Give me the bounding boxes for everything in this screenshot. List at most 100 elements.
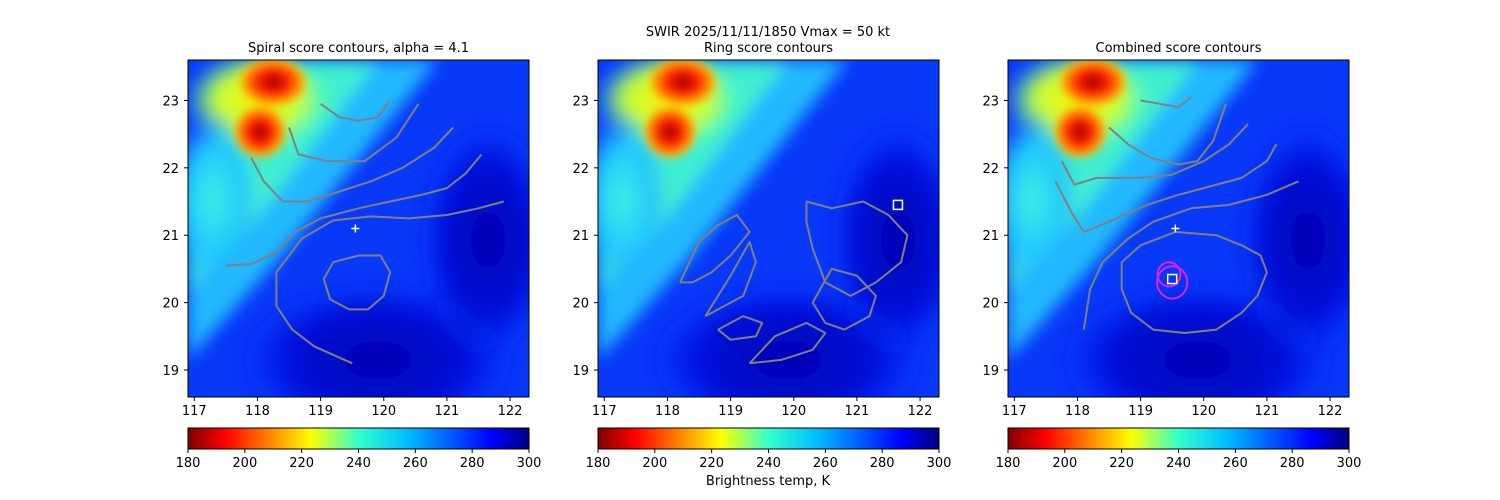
- x-tick-label: 122: [1318, 404, 1343, 419]
- x-tick-label: 119: [1128, 404, 1153, 419]
- center-square-marker: [892, 199, 904, 211]
- contour-line: [704, 241, 757, 317]
- colorbar-tick-label: 280: [1280, 456, 1305, 471]
- contour-line: [1140, 96, 1192, 109]
- plot-frame: [1007, 59, 1350, 398]
- panel-title: Combined score contours: [1096, 41, 1262, 56]
- x-tick-label: 122: [498, 404, 523, 419]
- y-tick-label: 21: [982, 229, 999, 244]
- center-plus-marker: [351, 224, 360, 233]
- contour-line: [320, 99, 391, 122]
- y-tick-label: 22: [982, 162, 999, 177]
- x-tick-label: 117: [182, 404, 207, 419]
- colorbar-tick-label: 240: [346, 456, 371, 471]
- y-tick-label: 20: [982, 297, 999, 312]
- y-tick-label: 20: [162, 297, 179, 312]
- panel-title: Spiral score contours, alpha = 4.1: [248, 41, 469, 56]
- colorbar-tick-label: 280: [460, 456, 485, 471]
- colorbar-tick-label: 300: [517, 456, 542, 471]
- x-tick-label: 118: [1065, 404, 1090, 419]
- figure-suptitle: SWIR 2025/11/11/1850 Vmax = 50 kt: [646, 25, 890, 40]
- panel-1: Spiral score contours, alpha = 4.1 117 118…: [162, 41, 542, 471]
- brightness-image: [1008, 60, 1349, 397]
- x-tick-label: 118: [655, 404, 680, 419]
- contour-line: [1082, 180, 1299, 330]
- y-tick-label: 19: [982, 364, 999, 379]
- colorbar-tick-label: 300: [1337, 456, 1362, 471]
- contour-line: [748, 321, 827, 365]
- colorbar-tick-label: 200: [642, 456, 667, 471]
- eye-ring: [1156, 261, 1182, 288]
- colorbar-tick-label: 280: [870, 456, 895, 471]
- colorbar-tick-label: 180: [176, 456, 201, 471]
- brightness-image: [598, 60, 939, 397]
- panel-3: Combined score contours 117 118 119 120 121 12…: [982, 41, 1362, 471]
- contour-line: [811, 267, 877, 331]
- colorbar-tick-label: 300: [927, 456, 952, 471]
- y-tick-label: 21: [572, 229, 589, 244]
- y-tick-label: 19: [162, 364, 179, 379]
- contour-line: [679, 214, 751, 284]
- contours: [225, 99, 504, 365]
- colorbar-tick-label: 200: [1052, 456, 1077, 471]
- colorbar-tick-label: 260: [1223, 456, 1248, 471]
- x-tick-label: 120: [781, 404, 806, 419]
- x-tick-label: 121: [844, 404, 869, 419]
- brightness-image: [188, 60, 529, 397]
- center-square-marker: [1166, 273, 1178, 285]
- x-tick-label: 119: [308, 404, 333, 419]
- x-tick-label: 121: [1254, 404, 1279, 419]
- contour-line: [322, 254, 392, 311]
- colorbar-tick-label: 260: [403, 456, 428, 471]
- y-tick-label: 21: [162, 229, 179, 244]
- y-tick-label: 20: [572, 297, 589, 312]
- y-tick-label: 22: [572, 162, 589, 177]
- x-tick-label: 117: [1002, 404, 1027, 419]
- contour-line: [288, 103, 420, 163]
- colorbar-tick-label: 180: [586, 456, 611, 471]
- colorbar-tick-label: 180: [996, 456, 1021, 471]
- eye-ring: [1156, 265, 1189, 300]
- y-tick-label: 23: [572, 94, 589, 109]
- x-tick-label: 120: [371, 404, 396, 419]
- contour-line: [1120, 230, 1268, 334]
- y-tick-label: 19: [572, 364, 589, 379]
- x-tick-label: 120: [1191, 404, 1216, 419]
- contour-line: [250, 126, 454, 203]
- contour-line: [225, 153, 483, 267]
- colorbar-tick-label: 200: [232, 456, 257, 471]
- panel-2: Ring score contours 117 118 119 120 121 122 19 2…: [572, 41, 952, 471]
- x-tick-label: 117: [592, 404, 617, 419]
- y-tick-label: 23: [982, 94, 999, 109]
- contours: [1054, 96, 1299, 334]
- plot-frame: [187, 59, 530, 398]
- contour-line: [275, 200, 504, 365]
- contour-line: [1108, 103, 1227, 166]
- colorbar-tick-label: 240: [756, 456, 781, 471]
- contour-line: [717, 315, 764, 341]
- x-tick-label: 121: [434, 404, 459, 419]
- y-tick-label: 23: [162, 94, 179, 109]
- contour-line: [1060, 123, 1249, 186]
- colorbar-tick-label: 220: [289, 456, 314, 471]
- colorbar: [1007, 427, 1350, 450]
- colorbar-tick-label: 240: [1166, 456, 1191, 471]
- colorbar: [187, 427, 530, 450]
- center-plus-marker: [1171, 224, 1180, 233]
- x-tick-label: 119: [718, 404, 743, 419]
- panels: Spiral score contours, alpha = 4.1 117 118…: [162, 41, 1362, 471]
- colorbar-tick-label: 260: [813, 456, 838, 471]
- x-tick-label: 118: [245, 404, 270, 419]
- colorbar-tick-label: 220: [1109, 456, 1134, 471]
- panel-title: Ring score contours: [704, 41, 833, 56]
- colorbar-tick-label: 220: [699, 456, 724, 471]
- colorbar: [597, 427, 940, 450]
- plot-frame: [597, 59, 940, 398]
- contour-line: [805, 200, 909, 297]
- colorbar-label: Brightness temp, K: [706, 474, 831, 489]
- y-tick-label: 22: [162, 162, 179, 177]
- contours: [679, 200, 909, 365]
- x-tick-label: 122: [908, 404, 933, 419]
- contour-line: [1054, 143, 1278, 233]
